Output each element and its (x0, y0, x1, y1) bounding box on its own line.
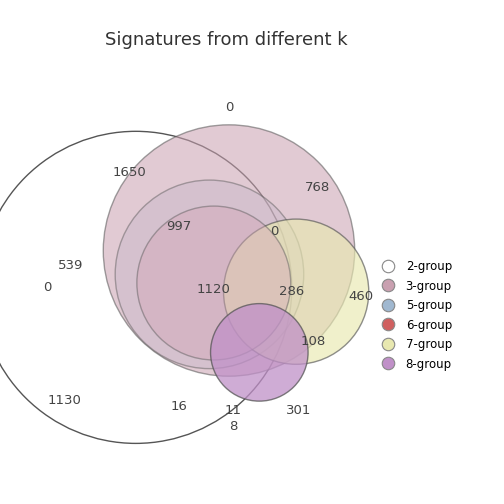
Text: 0: 0 (43, 281, 51, 294)
Text: 16: 16 (171, 400, 187, 413)
Text: 108: 108 (301, 335, 326, 348)
Text: 0: 0 (225, 101, 233, 114)
Circle shape (137, 206, 291, 360)
Text: 997: 997 (166, 220, 192, 233)
Text: 460: 460 (349, 289, 374, 302)
Text: 0: 0 (270, 224, 279, 237)
Legend: 2-group, 3-group, 5-group, 6-group, 7-group, 8-group: 2-group, 3-group, 5-group, 6-group, 7-gr… (371, 256, 457, 375)
Text: 11: 11 (225, 404, 242, 417)
Text: 301: 301 (286, 404, 311, 417)
Circle shape (211, 303, 308, 401)
Text: 539: 539 (58, 259, 84, 272)
Text: 286: 286 (279, 285, 304, 298)
Circle shape (224, 219, 369, 364)
Circle shape (115, 180, 304, 368)
Text: 768: 768 (305, 181, 331, 194)
Text: 1120: 1120 (197, 283, 231, 296)
Title: Signatures from different k: Signatures from different k (105, 31, 348, 49)
Text: 1650: 1650 (112, 166, 146, 179)
Circle shape (103, 125, 355, 376)
Text: 8: 8 (229, 419, 237, 432)
Text: 1130: 1130 (47, 394, 81, 407)
